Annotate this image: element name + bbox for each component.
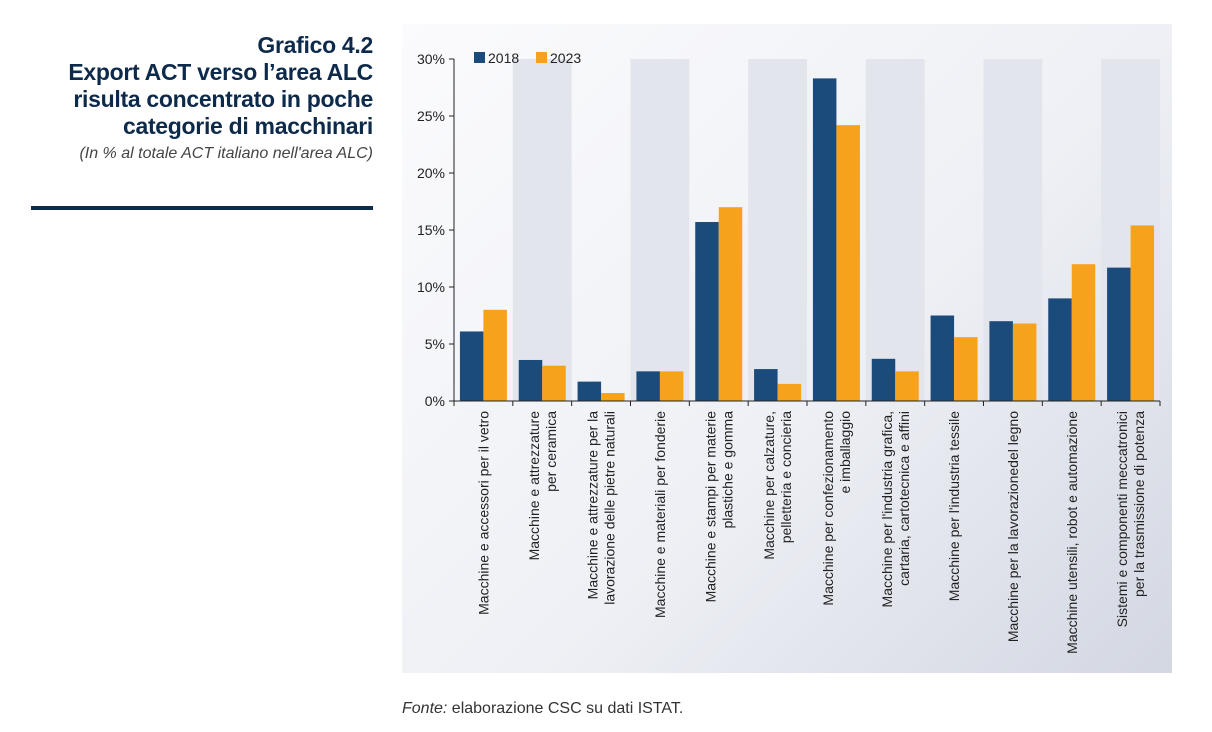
- category-band: [630, 59, 690, 401]
- x-tick-label: Macchine per confezionamentoe imballaggi…: [820, 411, 853, 606]
- x-tick-label: Macchine e accessori per il vetro: [475, 411, 491, 615]
- source-label: Fonte:: [402, 700, 448, 717]
- bar-2018: [577, 381, 602, 401]
- bar-2018: [871, 358, 896, 401]
- legend-swatch-2018: [474, 52, 485, 63]
- bar-2018: [812, 78, 837, 401]
- bar-2018: [518, 359, 543, 401]
- source-text: elaborazione CSC su dati ISTAT.: [447, 700, 684, 717]
- x-tick-label: Sistemi e componenti meccatroniciper la …: [1114, 411, 1147, 628]
- figure-header: Grafico 4.2 Export ACT verso l’area ALC …: [20, 32, 373, 164]
- category-band: [512, 59, 572, 401]
- category-band: [865, 59, 925, 401]
- title-line: Export ACT verso l’area ALC: [68, 59, 373, 85]
- legend-label-2018: 2018: [488, 50, 519, 66]
- title-line: risulta concentrato in poche: [73, 86, 373, 112]
- bar-2023: [895, 371, 919, 401]
- bar-2018: [989, 321, 1013, 401]
- y-tick-label: 15%: [417, 222, 445, 238]
- bar-2023: [659, 371, 684, 401]
- x-tick-label: Macchine utensili, robot e automazione: [1064, 411, 1080, 654]
- bar-2018: [754, 369, 778, 401]
- bar-2018: [459, 331, 484, 401]
- x-tick-label: Macchine e attrezzature per lalavorazion…: [585, 411, 618, 605]
- bar-2018: [1107, 267, 1131, 401]
- figure-subtitle: (In % al totale ACT italiano nell'area A…: [79, 145, 373, 162]
- chart-panel: 0% 5% 10% 15% 20% 25% 30% Macchine e accessori …: [402, 24, 1172, 673]
- y-tick-label: 25%: [417, 108, 445, 124]
- bar-2023: [483, 309, 507, 401]
- bar-2023: [1130, 225, 1155, 401]
- x-tick-label: Macchine per l'industria tessile: [946, 411, 962, 601]
- x-tick-label: Macchine e materiali per fonderie: [652, 411, 668, 618]
- bar-2023: [718, 207, 743, 401]
- bar-2023: [601, 393, 625, 401]
- bar-chart: 0% 5% 10% 15% 20% 25% 30% Macchine e accessori …: [417, 50, 1161, 654]
- bar-2023: [542, 365, 566, 401]
- bar-2018: [636, 371, 660, 401]
- title-divider: [31, 206, 373, 210]
- bar-2018: [1048, 298, 1072, 401]
- y-tick-label: 10%: [417, 279, 445, 295]
- y-tick-label: 0%: [425, 393, 445, 409]
- legend-label-2023: 2023: [550, 50, 581, 66]
- bar-2023: [1071, 264, 1096, 401]
- source-note: Fonte: elaborazione CSC su dati ISTAT.: [402, 700, 683, 718]
- figure-title: Grafico 4.2 Export ACT verso l’area ALC …: [20, 32, 373, 140]
- x-tick-label: Macchine per la lavorazionedel legno: [1005, 411, 1021, 642]
- x-tick-label: Macchine e attrezzatureper ceramica: [526, 411, 559, 561]
- x-tick-label: Macchine per l'industria grafica,cartari…: [879, 411, 912, 607]
- x-tick-label: Macchine per calzature,pelletteria e con…: [761, 411, 794, 560]
- bar-2023: [836, 125, 860, 402]
- y-tick-label: 5%: [425, 336, 445, 352]
- figure-number: Grafico 4.2: [257, 32, 373, 58]
- bar-2023: [954, 337, 978, 401]
- bar-2018: [695, 222, 719, 401]
- y-tick-label: 20%: [417, 165, 445, 181]
- legend-swatch-2023: [536, 52, 547, 63]
- bar-2023: [777, 383, 802, 401]
- category-band: [748, 59, 807, 401]
- bar-2018: [930, 315, 955, 401]
- x-tick-label: Macchine e stampi per materieplastiche e…: [702, 411, 735, 603]
- y-tick-label: 30%: [417, 51, 445, 67]
- title-line: categorie di macchinari: [122, 113, 373, 139]
- bar-2023: [1012, 323, 1037, 401]
